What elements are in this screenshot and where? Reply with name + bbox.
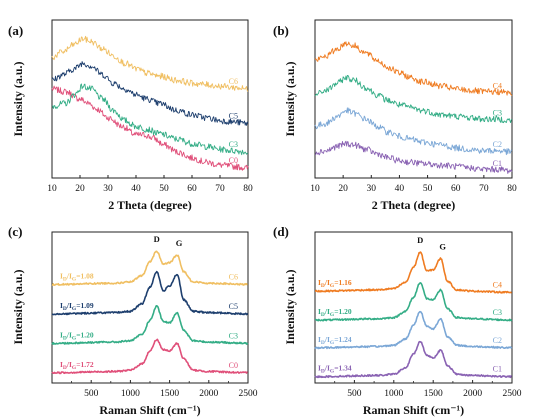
x-tick-label: 20 (75, 184, 85, 194)
x-tick-label: 70 (215, 184, 225, 194)
series-label-C6: C6 (229, 77, 238, 86)
series-label-C0: C0 (229, 361, 238, 370)
series-line-C2 (314, 310, 513, 350)
x-tick-label: 80 (507, 184, 517, 194)
x-tick-label: 2000 (199, 389, 218, 399)
x-tick-label: 10 (310, 184, 320, 194)
x-tick-label: 40 (395, 184, 405, 194)
ratio-value: 1.72 (80, 360, 93, 369)
x-tick-label: 2500 (503, 389, 522, 399)
panel-letter: (d) (273, 224, 289, 239)
ratio-label-C2: ID/IG=1.24 (318, 335, 352, 346)
series-label-C3: C3 (229, 140, 238, 149)
peak-label-d: D (417, 235, 423, 245)
x-tick-label: 1000 (121, 389, 140, 399)
series-label-C0: C0 (229, 156, 238, 165)
panel-3: (d) Intensity (a.u.) Raman Shift (cm⁻¹)500… (273, 224, 522, 417)
peak-label-d: D (154, 234, 160, 244)
x-tick-label: 40 (131, 184, 141, 194)
x-tick-label: 30 (367, 184, 377, 194)
plot-frame (51, 19, 249, 179)
panel-letter: (b) (273, 23, 289, 38)
series-line-C5 (51, 61, 249, 126)
ratio-label-C3: ID/IG=1.20 (60, 330, 94, 341)
ratio-value: 1.34 (338, 364, 351, 373)
x-tick-label: 500 (347, 389, 362, 399)
series-label-C4: C4 (493, 280, 502, 289)
ratio-value: 1.20 (80, 330, 93, 339)
series-label-C4: C4 (493, 81, 502, 90)
series-line-C3 (51, 304, 249, 345)
series-line-C1 (314, 340, 512, 379)
series-line-C0 (51, 338, 248, 375)
y-axis-title: Intensity (a.u.) (11, 61, 25, 136)
series-line-C5 (51, 270, 249, 316)
x-tick-label: 1500 (160, 389, 179, 399)
x-axis-title: 2 Theta (degree) (372, 198, 456, 212)
ratio-value: 1.09 (80, 301, 93, 310)
series-label-C2: C2 (493, 140, 502, 149)
series-label-C1: C1 (493, 159, 502, 168)
x-axis-title: 2 Theta (degree) (108, 198, 192, 212)
ratio-label-C0: ID/IG=1.72 (60, 360, 94, 371)
series-label-C2: C2 (493, 336, 502, 345)
x-tick-label: 60 (451, 184, 461, 194)
x-tick-label: 500 (84, 389, 99, 399)
peak-label-g: G (439, 241, 446, 251)
x-axis-title: Raman Shift (cm⁻¹) (363, 403, 464, 417)
plot-frame (314, 19, 513, 179)
series-label-C3: C3 (229, 331, 238, 340)
y-axis-title: Intensity (a.u.) (283, 269, 297, 344)
series-line-C4 (314, 251, 512, 294)
ratio-label-C6: ID/IG=1.08 (60, 271, 94, 282)
ratio-value: 1.24 (338, 335, 351, 344)
panel-letter: (a) (8, 23, 23, 38)
y-axis-title: Intensity (a.u.) (11, 269, 25, 344)
series-label-C6: C6 (229, 272, 238, 281)
series-line-C1 (314, 140, 513, 174)
series-line-C6 (51, 250, 248, 287)
series-label-C5: C5 (229, 302, 238, 311)
ratio-value: 1.08 (80, 271, 93, 280)
series-line-C3 (314, 282, 513, 322)
series-line-C0 (51, 85, 249, 171)
panel-letter: (c) (8, 224, 22, 239)
ratio-label-C5: ID/IG=1.09 (60, 301, 94, 312)
series-line-C4 (314, 41, 513, 96)
series-line-C2 (314, 107, 513, 156)
x-tick-label: 1500 (424, 389, 443, 399)
x-tick-label: 60 (187, 184, 197, 194)
x-tick-label: 70 (479, 184, 489, 194)
series-label-C1: C1 (493, 365, 502, 374)
x-tick-label: 20 (338, 184, 348, 194)
ratio-value: 1.20 (338, 307, 351, 316)
panel-2: (c) Intensity (a.u.) Raman Shift (cm⁻¹)500… (8, 224, 258, 417)
x-tick-label: 10 (47, 184, 57, 194)
x-tick-label: 80 (243, 184, 253, 194)
y-axis-title: Intensity (a.u.) (283, 61, 297, 136)
ratio-label-C3: ID/IG=1.20 (318, 307, 352, 318)
series-line-C3 (51, 83, 249, 156)
x-tick-label: 2500 (239, 389, 258, 399)
x-axis-title: Raman Shift (cm⁻¹) (99, 403, 200, 417)
series-line-C6 (51, 35, 249, 92)
panel-0: (a) Intensity (a.u.) 2 Theta (degree) 10 20 3… (8, 19, 253, 212)
x-tick-label: 50 (159, 184, 169, 194)
series-line-C3 (314, 74, 513, 124)
x-tick-label: 1000 (384, 389, 403, 399)
x-tick-label: 30 (103, 184, 113, 194)
x-tick-label: 50 (423, 184, 433, 194)
ratio-label-C1: ID/IG=1.34 (318, 364, 352, 375)
ratio-label-C4: ID/IG=1.16 (318, 278, 352, 289)
ratio-value: 1.16 (338, 278, 351, 287)
series-label-C5: C5 (229, 111, 238, 120)
series-label-C3: C3 (493, 308, 502, 317)
panel-1: (b) Intensity (a.u.) 2 Theta (degree) 10 20 3… (273, 19, 517, 212)
peak-label-g: G (176, 238, 183, 248)
x-tick-label: 2000 (463, 389, 482, 399)
series-label-C3: C3 (493, 109, 502, 118)
